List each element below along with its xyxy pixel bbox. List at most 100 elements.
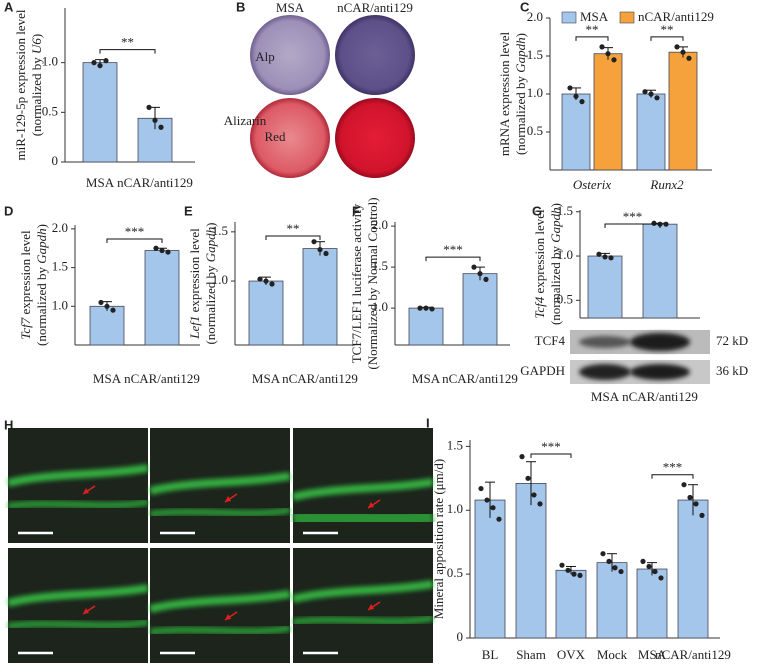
fluorescent-band xyxy=(7,618,149,630)
y-axis-label-part: expression level xyxy=(532,209,547,297)
bar xyxy=(593,53,623,171)
significance-label: *** xyxy=(443,242,463,257)
micrograph: BL xyxy=(7,428,149,543)
arrow-head xyxy=(83,488,89,494)
y-tick-label: 1.0 xyxy=(557,247,573,262)
y-axis-label: Tcf4 expression level xyxy=(532,209,547,319)
error-bar xyxy=(647,562,657,576)
fluorescent-band xyxy=(7,498,149,510)
data-point xyxy=(153,245,159,251)
data-point xyxy=(417,305,423,311)
y-axis-label-part: ) xyxy=(203,222,218,226)
y-axis-label-part: Gapdh xyxy=(203,227,218,262)
y-axis-label: Mineral apposition rate (μm/d) xyxy=(431,459,446,619)
bar xyxy=(555,569,587,639)
bar xyxy=(515,483,547,639)
data-point xyxy=(567,85,573,91)
data-point xyxy=(642,89,648,95)
data-point xyxy=(651,220,657,226)
data-point xyxy=(646,563,652,570)
panel-letter: A xyxy=(4,0,14,14)
y-tick-label: 1.5 xyxy=(527,47,543,62)
x-tick-label: MSA xyxy=(93,371,122,386)
y-tick-label: 2.0 xyxy=(372,217,388,232)
panel-letter: H xyxy=(4,417,13,432)
bar xyxy=(474,499,506,639)
bar xyxy=(302,248,338,346)
data-point xyxy=(477,271,483,277)
blot-size: 72 kD xyxy=(716,333,748,348)
data-point xyxy=(496,516,502,522)
legend-label: nCAR/anti129 xyxy=(638,9,714,24)
significance-bracket: ** xyxy=(650,22,684,41)
y-axis-label-part: ) xyxy=(548,203,563,207)
y-axis-label-part: (normalized by xyxy=(548,243,563,325)
data-point xyxy=(110,307,116,313)
y-tick-label: 0 xyxy=(457,629,464,644)
panel-letter: G xyxy=(532,203,542,218)
data-point xyxy=(97,63,103,69)
data-point xyxy=(565,567,571,573)
fluorescent-band xyxy=(292,580,434,603)
bar xyxy=(462,273,498,346)
data-point xyxy=(693,501,699,507)
blot-band xyxy=(630,333,690,351)
data-point xyxy=(257,276,263,282)
significance-bracket: *** xyxy=(425,242,481,262)
data-point xyxy=(311,239,317,245)
data-point xyxy=(484,497,490,503)
blot-label: GAPDH xyxy=(520,363,565,378)
arrow-head xyxy=(368,604,374,610)
fluorescent-band xyxy=(149,624,291,636)
data-point xyxy=(152,117,158,123)
data-point xyxy=(537,501,543,507)
y-tick-label: 1.0 xyxy=(52,297,68,312)
y-tick-label: 0.5 xyxy=(527,123,543,138)
micrograph: nCAR/anti129 xyxy=(292,548,434,663)
data-point xyxy=(519,454,525,460)
significance-label: ** xyxy=(661,22,674,37)
data-point xyxy=(663,221,669,227)
data-point xyxy=(600,551,606,557)
data-point xyxy=(165,249,171,255)
significance-label: *** xyxy=(541,439,561,454)
bracket-line xyxy=(650,36,684,41)
micrograph-bg xyxy=(8,548,148,663)
data-point xyxy=(599,44,605,50)
bar xyxy=(561,93,591,171)
significance-label: ** xyxy=(287,221,300,236)
x-tick-label: BL xyxy=(482,647,499,662)
bar xyxy=(636,93,666,171)
bar xyxy=(248,280,284,346)
data-point xyxy=(423,305,429,311)
y-tick-label: 2.0 xyxy=(52,220,68,235)
micrograph-bg xyxy=(8,428,148,543)
micrograph-label: Mock xyxy=(63,549,94,564)
significance-label: ** xyxy=(121,35,134,50)
data-point xyxy=(687,494,693,501)
x-tick-label: OVX xyxy=(557,647,586,662)
y-axis-label-part: (normalized by xyxy=(34,264,49,346)
y-axis-label: (Normalized by Normal Control) xyxy=(365,197,380,369)
x-tick-label: MSA xyxy=(591,389,620,404)
bracket-line xyxy=(530,453,572,458)
blot-label: TCF4 xyxy=(535,333,566,348)
significance-bracket: ** xyxy=(575,22,609,41)
error-bar xyxy=(688,484,698,516)
data-point xyxy=(602,254,608,260)
x-tick-label: nCAR/anti129 xyxy=(442,371,518,386)
legend-label: MSA xyxy=(580,9,609,24)
data-point xyxy=(579,99,585,105)
y-axis-label-part: (normalized by xyxy=(203,262,218,344)
y-axis-label: (normalized by Gapdh) xyxy=(34,224,49,346)
bar xyxy=(89,305,125,346)
data-point xyxy=(654,95,660,101)
x-tick-label: MSA xyxy=(252,371,281,386)
data-point xyxy=(596,251,602,257)
bracket-line xyxy=(604,223,661,228)
data-point xyxy=(269,281,275,287)
data-point xyxy=(571,571,577,577)
error-bar xyxy=(607,553,617,572)
micrograph: Mock xyxy=(7,548,149,663)
significance-bracket: ** xyxy=(265,221,321,240)
